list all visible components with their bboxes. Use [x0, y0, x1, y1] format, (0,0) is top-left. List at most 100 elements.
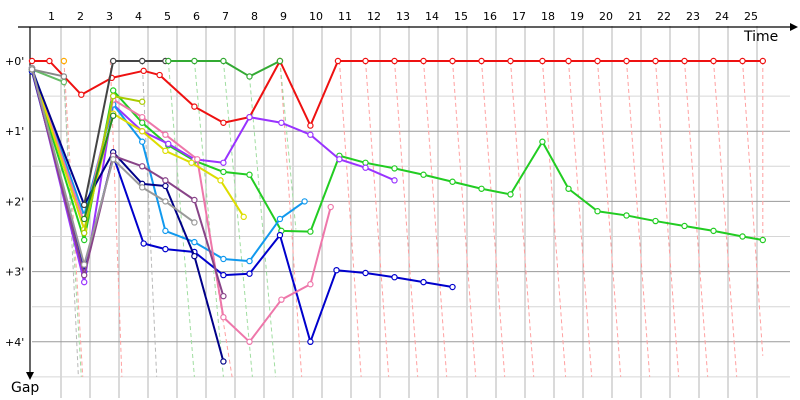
- data-point: [220, 255, 227, 263]
- data-point: [220, 119, 227, 126]
- data-point: [138, 98, 146, 105]
- data-point: [391, 274, 398, 281]
- data-point: [327, 203, 334, 211]
- series: [60, 57, 68, 65]
- data-point: [162, 147, 169, 155]
- data-point: [246, 257, 253, 265]
- data-point: [336, 156, 343, 163]
- series: [28, 66, 227, 365]
- y-tick-label: +4': [5, 336, 24, 349]
- guide-lines: [63, 60, 764, 377]
- guide-line: [626, 60, 651, 377]
- data-point: [276, 231, 284, 239]
- data-point: [307, 131, 314, 138]
- data-point: [681, 57, 688, 65]
- x-tick-label: 15: [454, 10, 468, 23]
- data-point: [28, 57, 36, 65]
- data-point: [191, 238, 198, 246]
- x-tick-label: 1: [48, 10, 55, 23]
- data-point: [449, 283, 456, 291]
- data-point: [162, 198, 169, 205]
- data-point: [539, 138, 546, 145]
- data-point: [191, 219, 198, 226]
- data-point: [623, 212, 630, 219]
- data-point: [138, 57, 146, 65]
- data-point: [188, 159, 195, 166]
- data-point: [478, 57, 485, 65]
- data-point: [362, 164, 369, 171]
- x-tick-label: 21: [628, 10, 642, 23]
- data-point: [140, 240, 147, 247]
- data-point: [220, 271, 227, 279]
- x-tick-label: 13: [396, 10, 410, 23]
- data-point: [246, 270, 253, 277]
- series-group: [28, 57, 767, 365]
- guide-line: [222, 60, 253, 377]
- data-point: [109, 57, 117, 65]
- data-point: [165, 140, 172, 148]
- guide-line: [249, 76, 277, 377]
- y-axis-arrow: [26, 372, 34, 380]
- data-point: [307, 122, 314, 129]
- data-point: [162, 177, 169, 184]
- series-line: [83, 60, 166, 206]
- data-point: [60, 78, 68, 86]
- data-point: [710, 227, 717, 235]
- x-tick-label: 12: [367, 10, 381, 23]
- y-tick-label: +2': [5, 195, 24, 208]
- data-point: [191, 103, 198, 110]
- data-point: [80, 278, 88, 286]
- guide-line: [742, 60, 764, 356]
- series: [165, 57, 284, 80]
- data-point: [220, 358, 227, 365]
- data-point: [507, 57, 514, 65]
- data-point: [162, 131, 169, 138]
- guide-line: [541, 60, 567, 377]
- x-tick-label: 19: [570, 10, 584, 23]
- data-point: [138, 113, 146, 121]
- data-point: [246, 171, 253, 178]
- data-point: [162, 227, 169, 235]
- data-point: [246, 113, 253, 121]
- data-point: [565, 185, 572, 192]
- guide-line: [684, 60, 709, 377]
- data-point: [220, 159, 227, 166]
- x-tick-label: 3: [106, 10, 113, 23]
- data-point: [623, 57, 630, 65]
- series: [28, 66, 68, 80]
- grid: [32, 26, 790, 398]
- data-point: [80, 229, 88, 237]
- series-line: [31, 67, 195, 266]
- data-point: [333, 266, 340, 274]
- data-point: [80, 215, 88, 223]
- data-point: [109, 87, 117, 94]
- x-tick-label: 4: [135, 10, 142, 23]
- guide-line: [713, 60, 738, 377]
- data-point: [220, 57, 227, 65]
- data-point: [420, 278, 427, 286]
- x-tick-label: 25: [744, 10, 758, 23]
- data-point: [109, 156, 117, 163]
- series: [80, 112, 117, 223]
- data-point: [140, 67, 147, 75]
- data-point: [449, 57, 456, 65]
- series-line: [83, 115, 115, 220]
- data-point: [710, 57, 717, 65]
- x-tick-label: 24: [715, 10, 729, 23]
- data-point: [80, 261, 88, 268]
- guide-line: [193, 60, 224, 377]
- x-axis-arrow: [790, 23, 798, 31]
- x-tick-label: 8: [251, 10, 258, 23]
- data-point: [80, 236, 88, 244]
- data-point: [276, 57, 284, 65]
- guide-line: [655, 60, 680, 377]
- x-tick-label: 11: [338, 10, 352, 23]
- guide-line: [63, 60, 84, 377]
- data-point: [759, 236, 767, 244]
- data-point: [191, 252, 198, 260]
- data-point: [334, 57, 342, 65]
- data-point: [652, 57, 659, 65]
- data-point: [391, 57, 398, 65]
